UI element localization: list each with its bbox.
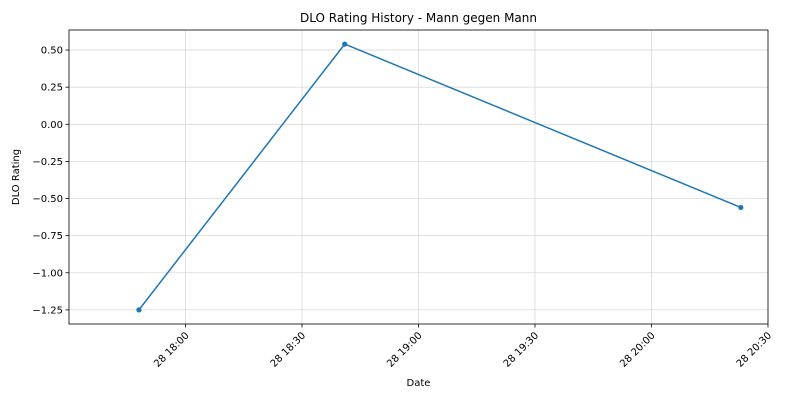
x-axis-label: Date <box>407 378 431 389</box>
data-point <box>136 307 142 313</box>
data-point <box>738 204 744 211</box>
chart-title: DLO Rating History - Mann gegen Mann <box>300 11 537 25</box>
y-tick-label: −1.25 <box>32 305 63 316</box>
y-tick-label: −0.50 <box>32 194 63 205</box>
series-layer <box>136 41 744 313</box>
y-tick-label: 0.00 <box>41 120 63 131</box>
y-tick-label: −0.75 <box>32 231 63 242</box>
data-point <box>342 41 348 47</box>
y-axis-label: DLO Rating <box>11 149 22 205</box>
y-axis-ticks: 0.50 0.25 0.00 −0.25 −0.50 −0.75 −1.00 −1.25 <box>32 46 69 316</box>
y-tick-label: −0.25 <box>32 157 63 168</box>
y-tick-label: 0.50 <box>41 46 63 57</box>
y-tick-label: 0.25 <box>41 83 63 94</box>
y-tick-label: −1.00 <box>32 268 63 279</box>
